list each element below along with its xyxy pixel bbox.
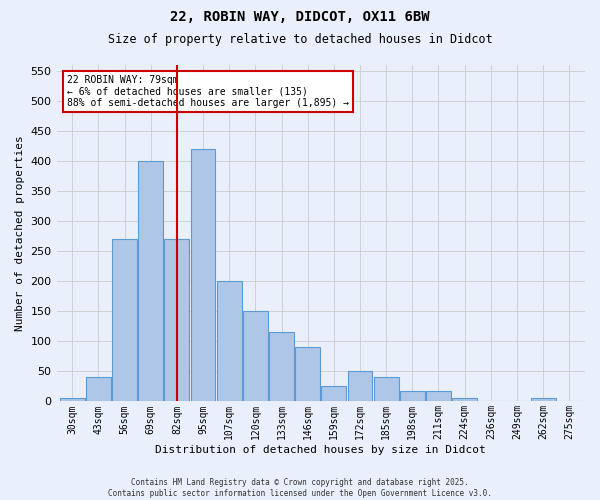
Bar <box>217 282 242 402</box>
Bar <box>138 161 163 402</box>
Bar <box>347 372 373 402</box>
Bar <box>86 378 111 402</box>
Bar <box>60 398 85 402</box>
Bar <box>400 390 425 402</box>
Bar <box>531 398 556 402</box>
Bar <box>191 149 215 402</box>
Text: 22 ROBIN WAY: 79sqm
← 6% of detached houses are smaller (135)
88% of semi-detach: 22 ROBIN WAY: 79sqm ← 6% of detached hou… <box>67 75 349 108</box>
Bar <box>112 239 137 402</box>
Text: 22, ROBIN WAY, DIDCOT, OX11 6BW: 22, ROBIN WAY, DIDCOT, OX11 6BW <box>170 10 430 24</box>
Bar <box>243 312 268 402</box>
Text: Contains HM Land Registry data © Crown copyright and database right 2025.
Contai: Contains HM Land Registry data © Crown c… <box>108 478 492 498</box>
Y-axis label: Number of detached properties: Number of detached properties <box>15 136 25 331</box>
Bar <box>164 239 190 402</box>
Text: Size of property relative to detached houses in Didcot: Size of property relative to detached ho… <box>107 32 493 46</box>
Bar <box>374 378 398 402</box>
Bar <box>295 348 320 402</box>
Bar <box>322 386 346 402</box>
Bar <box>426 390 451 402</box>
X-axis label: Distribution of detached houses by size in Didcot: Distribution of detached houses by size … <box>155 445 486 455</box>
Bar <box>269 332 294 402</box>
Bar <box>452 398 477 402</box>
